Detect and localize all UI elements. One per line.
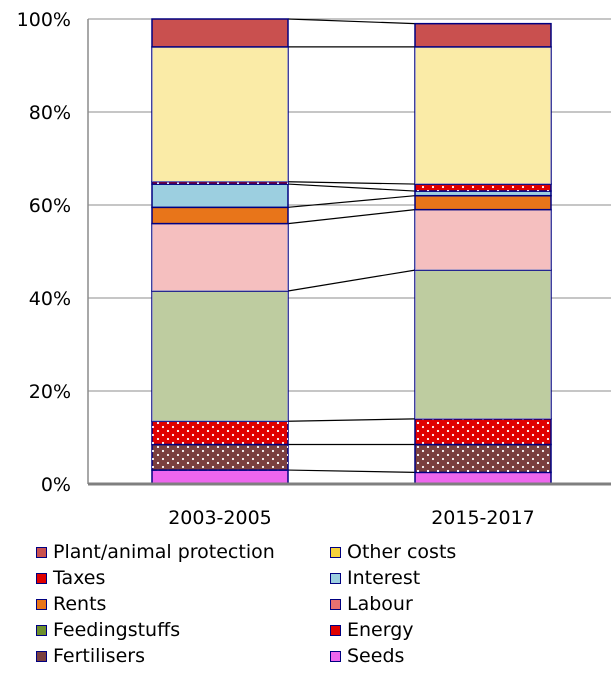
bar-segment-taxes xyxy=(414,183,552,192)
legend-swatch xyxy=(36,572,47,584)
bar-segment-texture xyxy=(152,181,288,185)
bar-segment-fertilisers xyxy=(414,443,552,474)
series-connectors xyxy=(287,18,416,485)
legend-swatch xyxy=(36,546,47,558)
bar-segment-texture xyxy=(152,291,288,422)
legend: Plant/animal protection Other costs Taxes I… xyxy=(36,540,596,668)
legend-label: Labour xyxy=(347,593,413,615)
x-category-label: 2015-2017 xyxy=(431,507,535,529)
bar-segment-energy xyxy=(151,420,289,446)
bar-segment-fill xyxy=(151,469,289,485)
y-tick-label: 0% xyxy=(41,474,71,496)
bar-segment-fill xyxy=(151,206,289,225)
legend-item: Interest xyxy=(330,566,590,590)
legend-label: Fertilisers xyxy=(53,645,145,667)
bar-segment-fill xyxy=(414,471,552,485)
axes: 0% 20% 40% 60% 80% 100% 2003-2005 2015-2017 xyxy=(17,9,611,529)
series-connector xyxy=(287,183,416,192)
series-connector xyxy=(287,195,416,208)
bar-segment-interest xyxy=(151,183,289,209)
legend-swatch xyxy=(330,624,341,636)
bar-segment-fertilisers xyxy=(151,443,289,471)
y-tick-label: 60% xyxy=(29,195,71,217)
bar-segment-texture xyxy=(152,444,288,471)
bar-segment-texture xyxy=(152,223,288,292)
bar-segment-texture xyxy=(415,184,551,192)
bar-segment-fill xyxy=(151,18,289,48)
y-tick-label: 80% xyxy=(29,102,71,124)
legend-label: Interest xyxy=(347,567,421,589)
series-connector xyxy=(287,469,416,473)
series-connector xyxy=(287,269,416,292)
bars xyxy=(151,18,552,485)
bar-segment-labour xyxy=(151,222,289,292)
legend-label: Seeds xyxy=(347,645,405,667)
bar-segment-texture xyxy=(415,46,551,185)
legend-swatch xyxy=(330,546,341,558)
legend-swatch xyxy=(330,572,341,584)
bar-segment-feedingstuffs xyxy=(151,290,289,422)
legend-item: Taxes xyxy=(36,566,330,590)
legend-swatch xyxy=(330,598,341,610)
bar-segment-plant-animal-protection xyxy=(151,18,289,48)
bar-segment-rents xyxy=(414,194,552,211)
bar-segment-other-costs xyxy=(151,46,289,183)
legend-item: Rents xyxy=(36,592,330,616)
legend-item: Seeds xyxy=(330,644,590,668)
y-tick-label: 40% xyxy=(29,288,71,310)
legend-label: Rents xyxy=(53,593,107,615)
bar-segment-texture xyxy=(152,46,288,182)
legend-swatch xyxy=(330,650,341,662)
bar-segment-rents xyxy=(151,206,289,225)
bar-segment-texture xyxy=(152,421,288,445)
bar-segment-fill xyxy=(414,22,552,48)
x-category-label: 2003-2005 xyxy=(168,507,272,529)
legend-item: Energy xyxy=(330,618,590,642)
bar-segment-fill xyxy=(414,194,552,211)
legend-item: Plant/animal protection xyxy=(36,540,330,564)
legend-label: Energy xyxy=(347,619,414,641)
legend-swatch xyxy=(36,650,47,662)
bar-segment-texture xyxy=(415,209,551,271)
series-connector xyxy=(287,181,416,185)
bar-segment-feedingstuffs xyxy=(414,269,552,420)
bar-segment-fill xyxy=(151,183,289,209)
legend-label: Feedingstuffs xyxy=(53,619,181,641)
legend-item: Feedingstuffs xyxy=(36,618,330,642)
series-connector xyxy=(287,18,416,25)
stacked-bar-chart: 0% 20% 40% 60% 80% 100% 2003-2005 2015-2017 xyxy=(17,9,611,529)
legend-label: Other costs xyxy=(347,541,457,563)
legend-swatch xyxy=(36,624,47,636)
legend-item: Fertilisers xyxy=(36,644,330,668)
legend-label: Taxes xyxy=(53,567,106,589)
legend-item: Other costs xyxy=(330,540,590,564)
bar-segment-other-costs xyxy=(414,46,552,185)
y-tick-label: 20% xyxy=(29,381,71,403)
bar-segment-seeds xyxy=(151,469,289,485)
bar-segment-texture xyxy=(415,270,551,419)
bar-segment-texture xyxy=(415,418,551,445)
bar-segment-seeds xyxy=(414,471,552,485)
series-connector xyxy=(287,418,416,422)
bar-segment-energy xyxy=(414,418,552,446)
legend-label: Plant/animal protection xyxy=(53,541,275,563)
bar-segment-plant-animal-protection xyxy=(414,22,552,48)
series-connector xyxy=(287,209,416,225)
legend-swatch xyxy=(36,598,47,610)
y-tick-label: 100% xyxy=(17,9,71,31)
bar-segment-labour xyxy=(414,208,552,271)
bar-segment-texture xyxy=(415,444,551,473)
legend-item: Labour xyxy=(330,592,590,616)
